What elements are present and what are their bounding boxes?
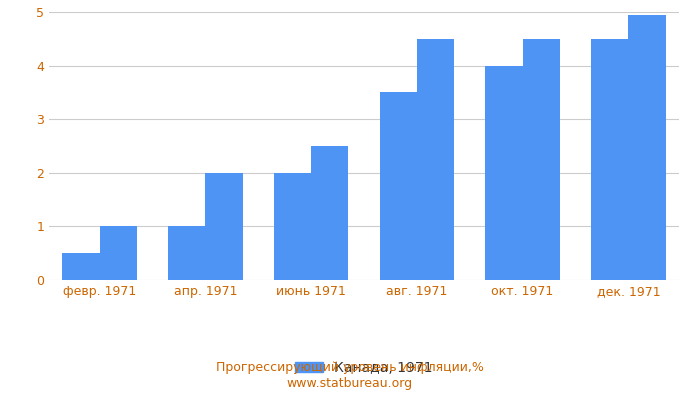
Bar (99, 226, 137, 280)
Bar (168, 226, 205, 280)
Bar (417, 39, 454, 280)
Bar (205, 173, 243, 280)
Text: Прогрессирующий уровень инфляции,%: Прогрессирующий уровень инфляции,% (216, 361, 484, 374)
Bar (274, 173, 311, 280)
Legend: Канада, 1971: Канада, 1971 (290, 355, 438, 380)
Bar (591, 39, 629, 280)
Bar (629, 15, 666, 280)
Text: www.statbureau.org: www.statbureau.org (287, 377, 413, 390)
Bar (311, 146, 349, 280)
Bar (62, 253, 99, 280)
Bar (379, 92, 417, 280)
Bar (523, 39, 560, 280)
Bar (485, 66, 523, 280)
